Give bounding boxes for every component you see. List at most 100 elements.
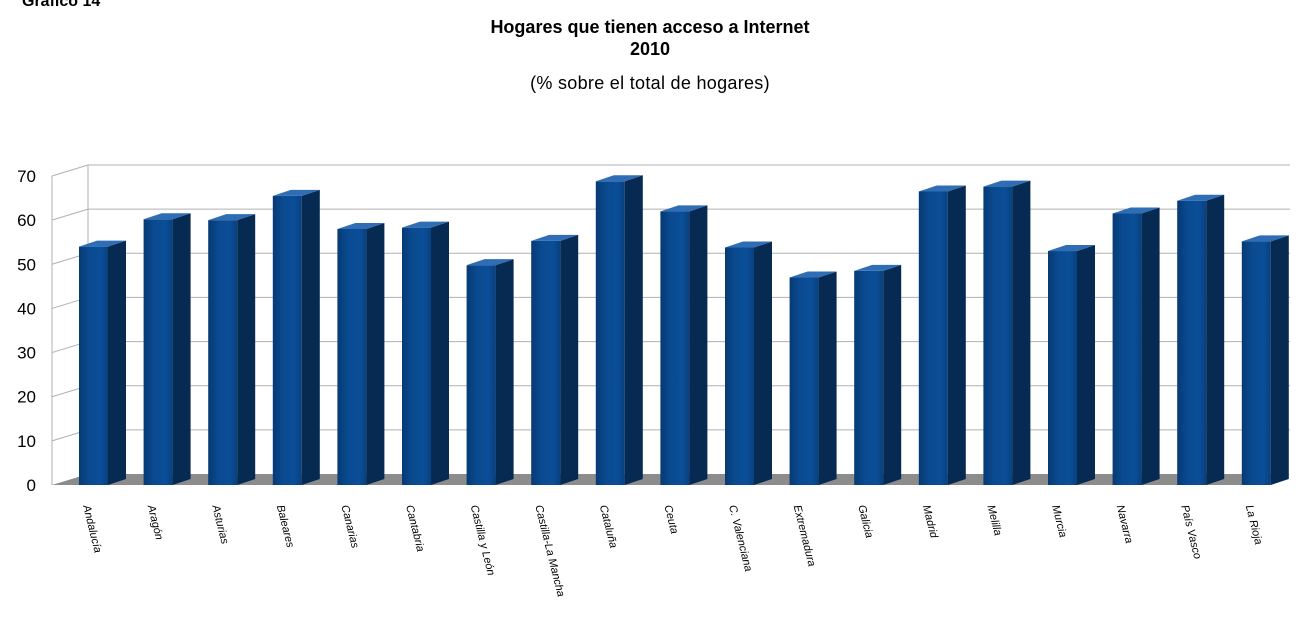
- bar-side: [431, 221, 449, 485]
- bar-front: [725, 247, 754, 485]
- bar-top: [208, 214, 256, 221]
- x-category-label: Canarias: [338, 504, 360, 550]
- bar-5: [337, 222, 385, 485]
- bar-top: [854, 264, 902, 271]
- bar-top: [789, 271, 837, 278]
- x-category-label: Asturias: [209, 503, 231, 546]
- x-category-label: Cataluña: [597, 504, 619, 550]
- bar-side: [237, 214, 256, 485]
- bar-15: [983, 180, 1031, 485]
- chart-title: Hogares que tienen acceso a Internet: [490, 17, 810, 37]
- bar-14: [918, 185, 966, 485]
- bar-front: [854, 270, 884, 485]
- bar-side: [1270, 235, 1289, 485]
- bar-top: [466, 259, 514, 266]
- y-tick-label: 60: [17, 211, 36, 230]
- bar-top: [1241, 235, 1289, 242]
- bar-side: [754, 241, 772, 485]
- bar-side: [624, 175, 643, 485]
- bar-front: [1112, 213, 1142, 485]
- bar-side: [366, 222, 385, 485]
- bar-front: [272, 195, 302, 485]
- bar-side: [495, 259, 514, 485]
- bar-top: [143, 213, 191, 220]
- bar-19: [1241, 235, 1289, 485]
- x-category-label: Galicia: [855, 504, 875, 540]
- bar-side: [1012, 180, 1031, 485]
- x-category-label: Melilla: [984, 504, 1003, 537]
- x-category-label: C. Valenciana: [726, 504, 754, 573]
- chart-subtitle: (% sobre el total de hogares): [530, 73, 770, 93]
- x-category-label: Navarra: [1114, 504, 1135, 545]
- bar-side: [947, 185, 966, 485]
- bar-9: [595, 175, 643, 485]
- y-tick-label: 30: [17, 344, 36, 363]
- y-tick-label: 20: [17, 388, 36, 407]
- bar-1: [79, 240, 126, 485]
- bar-16: [1048, 245, 1095, 485]
- bar-front: [1177, 200, 1207, 485]
- bar-side: [1141, 207, 1160, 485]
- y-tick-label: 70: [17, 167, 36, 186]
- bar-side: [689, 205, 708, 486]
- bar-12: [789, 271, 837, 485]
- bar-side: [108, 240, 126, 485]
- bar-top: [1048, 245, 1095, 252]
- bar-front: [1241, 241, 1271, 485]
- x-category-label: Baleares: [274, 504, 296, 550]
- bar-top: [79, 240, 126, 247]
- bar-side: [818, 271, 837, 485]
- x-axis-labels: Andalucía Aragón Asturias Baleares Canarias C…: [80, 503, 1264, 598]
- bar-top: [1112, 207, 1160, 214]
- bar-6: [402, 221, 449, 485]
- x-category-label: Castilla-La Mancha: [532, 504, 566, 598]
- bar-top: [1177, 194, 1225, 201]
- bar-front: [402, 227, 431, 485]
- x-category-label: Extremadura: [791, 504, 818, 568]
- bar-front: [143, 219, 173, 485]
- bar-4: [272, 189, 320, 485]
- bar-top: [402, 221, 449, 228]
- bar-top: [272, 189, 320, 196]
- y-tick-label: 10: [17, 432, 36, 451]
- chart-titles: Hogares que tienen acceso a Internet 201…: [0, 16, 1300, 94]
- bar-front: [789, 277, 819, 485]
- bar-top: [918, 185, 966, 192]
- bar-front: [208, 220, 238, 485]
- gridline-side: [51, 164, 89, 177]
- bar-side: [883, 264, 902, 485]
- y-axis-ticks: 0 10 20 30 40 50 60 70: [17, 167, 36, 495]
- y-tick-label: 50: [17, 255, 36, 274]
- bar-series: [79, 175, 1289, 486]
- bar-13: [854, 264, 902, 485]
- bar-top: [660, 205, 708, 212]
- bar-side: [1077, 245, 1095, 485]
- bar-top: [531, 234, 579, 241]
- x-category-label: Madrid: [920, 504, 940, 540]
- bar-10: [660, 205, 708, 486]
- bar-top: [595, 175, 643, 182]
- bar-front: [595, 181, 625, 485]
- bar-side: [301, 189, 320, 485]
- bar-front: [337, 228, 367, 485]
- bar-top: [983, 180, 1031, 187]
- bar-18: [1177, 194, 1225, 485]
- y-tick-label: 0: [27, 476, 36, 495]
- x-category-label: País Vasco: [1178, 504, 1203, 560]
- x-category-label: Murcia: [1049, 504, 1069, 539]
- bar-front: [1048, 251, 1077, 485]
- bar-17: [1112, 207, 1160, 485]
- bar-top: [337, 222, 385, 229]
- bar-front: [79, 246, 108, 485]
- bar-8: [531, 234, 579, 485]
- bar-side: [172, 213, 191, 485]
- gridline-side: [51, 208, 89, 221]
- bar-front: [531, 240, 561, 485]
- bar-11: [725, 241, 772, 485]
- y-tick-label: 40: [17, 299, 36, 318]
- bar-front: [660, 211, 690, 486]
- bar-3: [208, 214, 256, 485]
- bar-front: [918, 191, 948, 485]
- bar-front: [983, 186, 1013, 485]
